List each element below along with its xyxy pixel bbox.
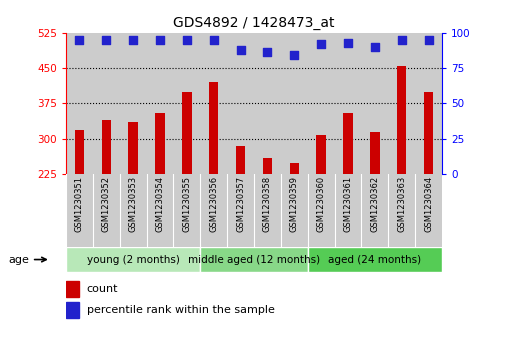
- Text: GSM1230363: GSM1230363: [397, 176, 406, 232]
- Bar: [254, 174, 281, 247]
- Text: GSM1230361: GSM1230361: [343, 176, 353, 232]
- Bar: [182, 92, 192, 174]
- Bar: [397, 66, 406, 174]
- Bar: [173, 33, 200, 174]
- Bar: [361, 33, 388, 174]
- Bar: [236, 146, 245, 174]
- Text: GSM1230352: GSM1230352: [102, 176, 111, 232]
- Bar: [424, 92, 433, 174]
- Bar: [147, 174, 173, 247]
- Point: [344, 40, 352, 45]
- Bar: [361, 174, 388, 247]
- Bar: [200, 33, 227, 174]
- Bar: [200, 247, 308, 272]
- Text: GSM1230355: GSM1230355: [182, 176, 192, 232]
- Bar: [335, 33, 361, 174]
- Text: GSM1230356: GSM1230356: [209, 176, 218, 232]
- Text: GSM1230364: GSM1230364: [424, 176, 433, 232]
- Bar: [102, 120, 111, 174]
- Point: [129, 37, 137, 43]
- Bar: [290, 163, 299, 174]
- Text: young (2 months): young (2 months): [87, 254, 180, 265]
- Bar: [316, 135, 326, 174]
- Point: [290, 52, 298, 58]
- Bar: [227, 174, 254, 247]
- Bar: [66, 247, 200, 272]
- Bar: [120, 33, 147, 174]
- Bar: [66, 281, 79, 297]
- Point: [156, 37, 164, 43]
- Bar: [415, 174, 442, 247]
- Bar: [93, 33, 120, 174]
- Point: [75, 37, 83, 43]
- Bar: [343, 113, 353, 174]
- Text: GSM1230359: GSM1230359: [290, 176, 299, 232]
- Text: GSM1230360: GSM1230360: [316, 176, 326, 232]
- Text: aged (24 months): aged (24 months): [328, 254, 422, 265]
- Bar: [200, 174, 227, 247]
- Point: [398, 37, 406, 43]
- Point: [102, 37, 110, 43]
- Text: middle aged (12 months): middle aged (12 months): [188, 254, 320, 265]
- Bar: [388, 33, 415, 174]
- Bar: [75, 130, 84, 174]
- Bar: [66, 33, 93, 174]
- Bar: [254, 33, 281, 174]
- Bar: [66, 174, 93, 247]
- Bar: [415, 33, 442, 174]
- Point: [371, 44, 379, 50]
- Bar: [263, 158, 272, 174]
- Bar: [155, 113, 165, 174]
- Bar: [66, 302, 79, 318]
- Bar: [147, 33, 173, 174]
- Point: [237, 47, 245, 53]
- Point: [263, 50, 271, 56]
- Bar: [93, 174, 120, 247]
- Text: GSM1230354: GSM1230354: [155, 176, 165, 232]
- Bar: [370, 132, 379, 174]
- Bar: [281, 174, 308, 247]
- Bar: [388, 174, 415, 247]
- Bar: [281, 33, 308, 174]
- Text: GSM1230353: GSM1230353: [129, 176, 138, 232]
- Text: GSM1230358: GSM1230358: [263, 176, 272, 232]
- Bar: [209, 82, 218, 174]
- Text: age: age: [8, 254, 46, 265]
- Bar: [120, 174, 147, 247]
- Bar: [227, 33, 254, 174]
- Text: percentile rank within the sample: percentile rank within the sample: [87, 305, 275, 315]
- Text: GSM1230362: GSM1230362: [370, 176, 379, 232]
- Bar: [308, 174, 335, 247]
- Title: GDS4892 / 1428473_at: GDS4892 / 1428473_at: [173, 16, 335, 30]
- Bar: [173, 174, 200, 247]
- Bar: [129, 122, 138, 174]
- Text: GSM1230351: GSM1230351: [75, 176, 84, 232]
- Text: count: count: [87, 284, 118, 294]
- Bar: [308, 33, 335, 174]
- Point: [210, 37, 218, 43]
- Point: [317, 41, 325, 47]
- Bar: [308, 247, 442, 272]
- Text: GSM1230357: GSM1230357: [236, 176, 245, 232]
- Point: [183, 37, 191, 43]
- Point: [425, 37, 433, 43]
- Bar: [335, 174, 361, 247]
